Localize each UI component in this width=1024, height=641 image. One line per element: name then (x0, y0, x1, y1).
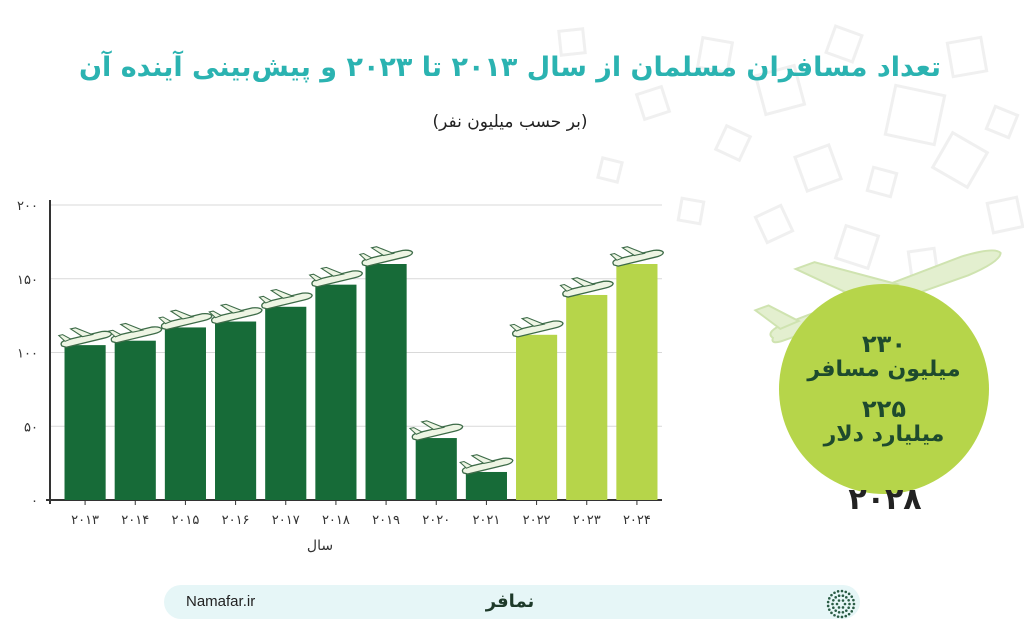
deco-square (945, 35, 989, 79)
y-tick-label: ۱۵۰ (17, 273, 38, 288)
y-tick-label: ۵۰ (24, 420, 38, 435)
deco-square (695, 35, 735, 75)
deco-square (865, 165, 899, 199)
deco-square (833, 223, 881, 271)
bar-5 (315, 284, 357, 500)
airplane-icon (308, 266, 363, 288)
airplane-icon (459, 454, 514, 475)
deco-square (557, 27, 587, 57)
namafar-logo-icon (826, 589, 856, 619)
bar-6 (365, 264, 407, 500)
bar-2 (164, 327, 206, 500)
forecast-year: ۲۰۲۸ (848, 482, 922, 517)
footer-bar (164, 585, 860, 619)
page-title: تعداد مسافران مسلمان از سال ۲۰۱۳ تا ۲۰۲۳… (79, 52, 941, 83)
deco-square (984, 104, 1020, 140)
airplane-icon (358, 246, 414, 267)
deco-square (930, 130, 990, 190)
airplane-icon (408, 420, 464, 441)
spending-value: ۲۲۵ (862, 395, 906, 423)
airplane-icon (509, 316, 564, 338)
deco-square (883, 83, 947, 147)
airplane-icon (158, 309, 213, 331)
bar-4 (265, 306, 307, 500)
bar-8 (465, 471, 507, 500)
highlight-circle (779, 284, 989, 494)
x-tick-label: ۲۰۲۳ (573, 513, 601, 528)
airplane-icon (258, 288, 313, 310)
airplane-icon (107, 322, 163, 344)
airplane-icon (208, 303, 263, 325)
airplane-icon (559, 277, 614, 298)
bar-1 (114, 340, 156, 500)
bar-9 (516, 334, 558, 500)
site-url[interactable]: Namafar.ir (186, 593, 256, 610)
x-tick-label: ۲۰۱۷ (272, 513, 300, 528)
deco-square (596, 156, 624, 184)
deco-square (634, 84, 672, 122)
x-tick-label: ۲۰۱۹ (372, 513, 400, 528)
y-tick-label: ۲۰۰ (17, 199, 38, 214)
deco-square (753, 63, 807, 117)
x-tick-label: ۲۰۱۴ (121, 513, 149, 528)
airplane-icon (57, 327, 113, 348)
spending-label: میلیارد دلار (823, 422, 945, 447)
bar-0 (64, 345, 106, 500)
passengers-value: ۲۳۰ (862, 330, 906, 358)
bar-3 (215, 321, 257, 500)
x-tick-label: ۲۰۱۵ (171, 513, 199, 528)
x-tick-label: ۲۰۲۱ (472, 513, 500, 528)
x-tick-label: ۲۰۲۴ (623, 513, 651, 528)
y-tick-label: ۱۰۰ (17, 347, 38, 362)
x-tick-label: ۲۰۲۲ (523, 513, 551, 528)
x-tick-label: ۲۰۱۳ (71, 513, 99, 528)
bar-chart: ۰ ۵۰ ۱۰۰ ۱۵۰ ۲۰۰ ۲۰۱۳ ۲۰۱۴ ۲۰۱۵ ۲۰۱۶ ۲۰۱۷ ۲۰۱۸ ۲۰۱۹… (17, 199, 664, 554)
deco-square (676, 196, 706, 226)
page-subtitle: (بر حسب میلیون نفر) (432, 112, 588, 132)
airplane-icon (609, 246, 664, 267)
deco-square (753, 203, 795, 245)
x-axis-title: سال (307, 538, 333, 554)
deco-square (985, 195, 1024, 235)
deco-square (824, 24, 864, 64)
deco-square (793, 143, 843, 193)
x-tick-label: ۲۰۱۸ (322, 513, 350, 528)
passengers-label: میلیون مسافر (807, 357, 961, 382)
bar-11 (616, 264, 658, 500)
y-tick-label: ۰ (31, 494, 38, 509)
brand-name: نمافر (485, 591, 535, 612)
x-tick-label: ۲۰۱۶ (222, 513, 250, 528)
bar-10 (566, 294, 608, 500)
x-tick-label: ۲۰۲۰ (422, 513, 450, 528)
bar-7 (415, 438, 457, 500)
deco-square (713, 123, 753, 163)
